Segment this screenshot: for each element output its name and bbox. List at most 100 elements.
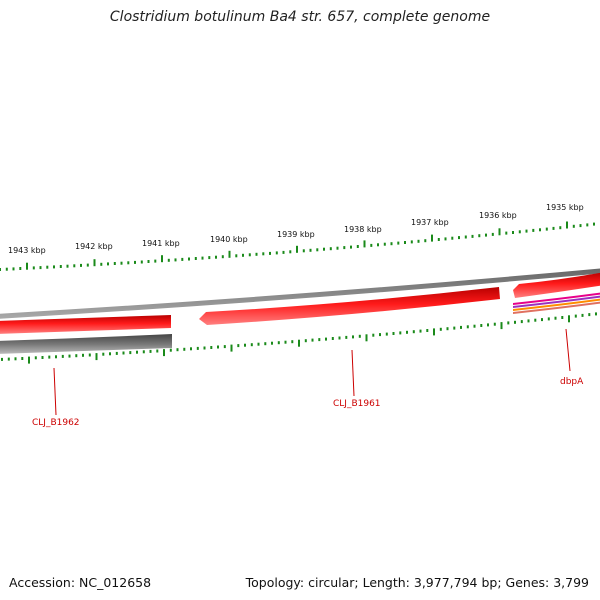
gene-CLJ_B1962[interactable] [0,315,171,334]
minor-tick [7,357,10,361]
minor-tick [417,239,420,243]
minor-tick [120,261,123,265]
minor-tick [271,341,273,345]
minor-tick [41,356,44,359]
ruler-label: 1937 kbp [411,218,449,227]
minor-tick [318,338,321,342]
minor-tick [136,350,138,354]
minor-tick [572,224,575,228]
gene-label-CLJ_B1961[interactable]: CLJ_B1961 [333,399,381,409]
ruler-label: 1943 kbp [8,246,46,255]
minor-tick [100,262,103,266]
minor-tick [345,335,348,339]
gene-label-CLJ_B1962[interactable]: CLJ_B1962 [32,418,80,428]
minor-tick [579,224,582,228]
minor-tick [242,253,244,257]
minor-tick [169,348,172,352]
minor-tick [471,234,474,238]
minor-tick [574,314,577,318]
minor-tick [545,227,548,231]
major-tick [296,245,298,253]
minor-tick [466,325,469,329]
minor-tick [507,321,510,325]
gene-label-dbpA[interactable]: dbpA [560,377,584,387]
minor-tick [174,258,177,262]
minor-tick [88,353,91,357]
minor-tick [588,313,591,317]
minor-tick [453,326,456,330]
minor-tick [149,349,152,353]
minor-tick [262,252,265,256]
minor-tick [581,313,584,317]
minor-tick [75,354,78,358]
minor-tick [167,258,170,262]
minor-tick [520,320,523,324]
minor-tick [329,247,332,251]
minor-tick [68,354,71,358]
minor-tick [487,323,489,327]
minor-tick [379,333,381,337]
ruler-label: 1936 kbp [479,211,517,220]
minor-tick [122,351,125,355]
minor-tick [0,268,1,271]
gene-CLJ_B1961[interactable] [199,287,500,325]
major-tick [498,228,501,236]
map-title: Clostridium botulinum Ba4 str. 657, comp… [109,9,491,25]
minor-tick [336,246,339,250]
minor-tick [217,345,219,349]
minor-tick [80,263,82,267]
minor-tick [464,235,467,239]
minor-tick [142,350,145,354]
ruler-label: 1942 kbp [75,242,113,251]
major-tick [28,356,30,364]
minor-tick [5,267,8,271]
minor-tick [512,231,514,234]
minor-tick [559,226,562,230]
position-ruler [0,221,595,271]
minor-tick [392,332,395,335]
minor-tick [593,222,595,226]
minor-tick [140,260,143,264]
minor-tick [385,332,388,336]
minor-tick [129,351,132,355]
minor-tick [134,260,136,264]
minor-tick [460,325,462,329]
minor-tick [480,324,483,327]
minor-tick [181,257,184,261]
minor-tick [107,262,109,266]
minor-tick [282,250,285,254]
minor-tick [210,346,213,349]
minor-tick [39,266,42,270]
major-tick [431,234,433,242]
minor-tick [235,254,238,258]
minor-tick [194,257,197,260]
minor-tick [190,347,192,351]
major-tick [161,255,163,263]
minor-tick [53,265,55,269]
minor-tick [34,356,37,360]
minor-tick [410,240,413,244]
minor-tick [309,248,312,252]
minor-tick [444,237,447,241]
minor-tick [539,228,541,232]
gene-dbpA[interactable] [513,272,600,298]
minor-tick [419,329,422,333]
minor-tick [534,318,537,322]
minor-tick [66,264,69,268]
minor-tick [289,250,292,254]
minor-tick [176,348,179,352]
minor-tick [102,352,105,356]
minor-tick [14,357,17,361]
minor-tick [358,334,361,338]
minor-tick [518,230,521,234]
minor-tick [257,342,260,346]
minor-tick [338,336,341,340]
major-tick [93,259,96,267]
minor-tick [406,330,408,334]
minor-tick [275,251,278,255]
minor-tick [203,346,206,350]
minor-tick [248,253,251,257]
minor-tick [86,263,89,267]
minor-tick [527,319,530,323]
